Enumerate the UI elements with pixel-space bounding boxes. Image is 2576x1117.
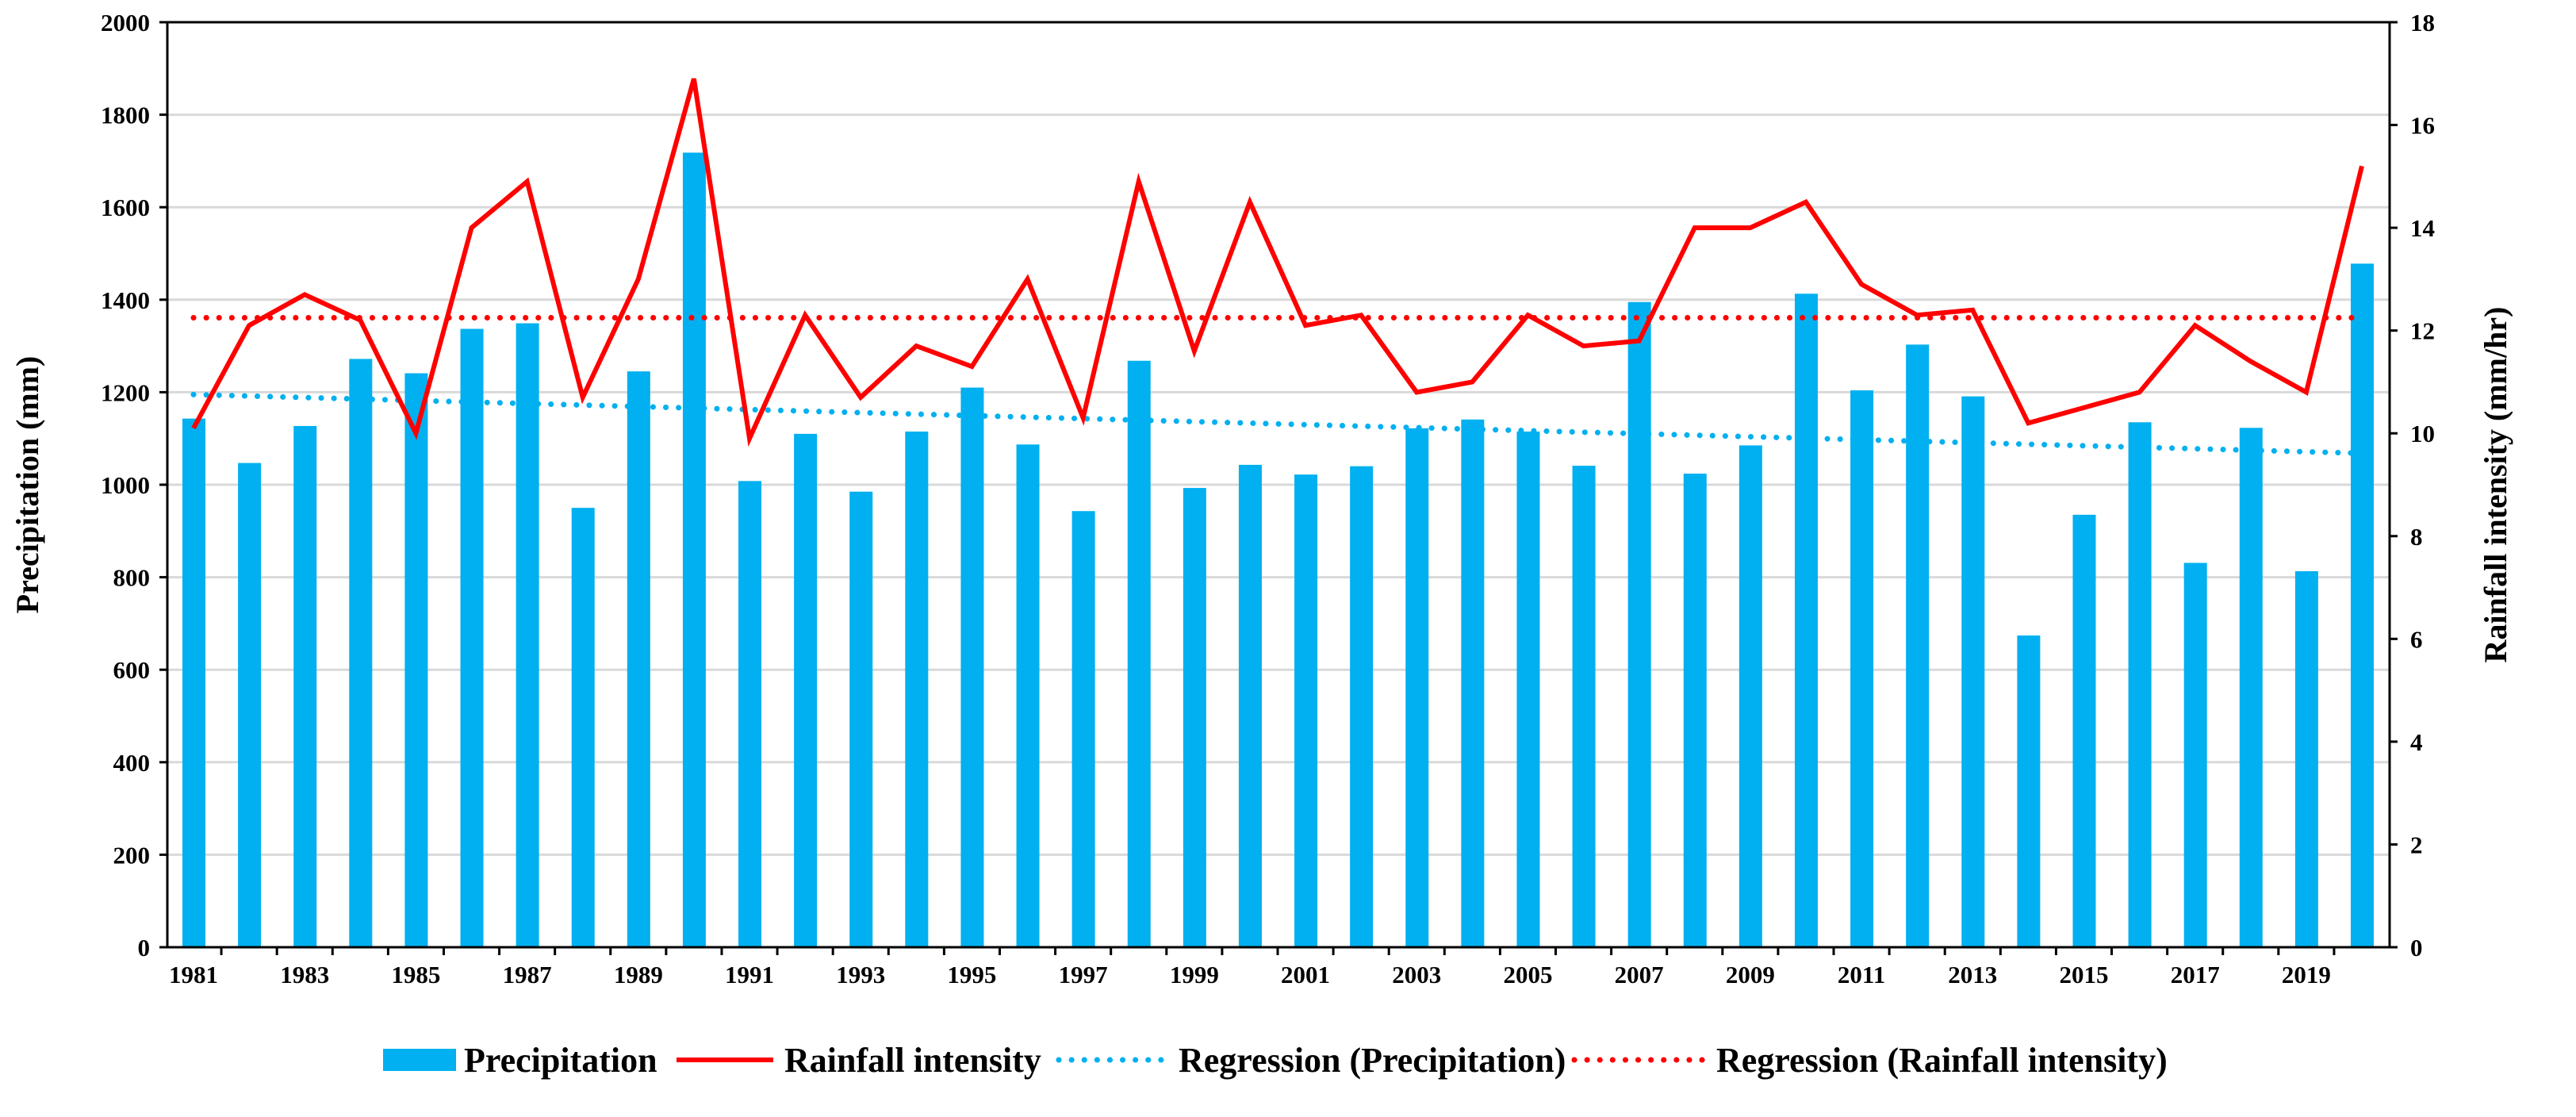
x-tick-label: 2017 [2171, 961, 2220, 988]
x-tick-label: 1987 [503, 961, 552, 988]
bar-precipitation [627, 371, 650, 947]
x-tick-label: 2015 [2059, 961, 2108, 988]
bar-precipitation [1071, 511, 1095, 947]
legend-label-regression-precipitation: Regression (Precipitation) [1179, 1041, 1566, 1080]
y-tick-label: 1400 [101, 286, 150, 314]
bar-precipitation [2294, 571, 2318, 947]
x-tick-label: 2007 [1615, 961, 1664, 988]
y-tick-label: 1000 [101, 471, 150, 499]
bar-precipitation [460, 328, 484, 947]
y2-tick-label: 12 [2410, 317, 2435, 345]
y-tick-label: 0 [138, 934, 151, 962]
x-tick-label: 1991 [725, 961, 774, 988]
bar-precipitation [349, 359, 373, 947]
x-tick-label: 1985 [391, 961, 440, 988]
bar-precipitation [2072, 514, 2096, 947]
bar-precipitation [1738, 445, 1762, 947]
bar-precipitation [516, 323, 539, 948]
x-tick-label: 2003 [1392, 961, 1441, 988]
bar-precipitation [571, 508, 595, 947]
bar-precipitation [2239, 428, 2263, 947]
bar-precipitation [1516, 431, 1540, 947]
bar-precipitation [738, 481, 762, 947]
x-tick-label: 2005 [1503, 961, 1552, 988]
bar-precipitation [1683, 474, 1707, 947]
y2-axis-title: Rainfall intensity (mm/hr) [2478, 307, 2513, 663]
x-tick-label: 1999 [1170, 961, 1219, 988]
bar-precipitation [682, 152, 706, 947]
bar-precipitation [1627, 301, 1651, 948]
bar-precipitation [2017, 635, 2041, 947]
bar-precipitation [1850, 390, 1874, 947]
y2-tick-label: 6 [2410, 625, 2423, 653]
y2-tick-label: 10 [2410, 420, 2435, 447]
x-tick-label: 1993 [836, 961, 885, 988]
regression-precipitation-line [190, 391, 2365, 456]
legend-label-rainfall-intensity: Rainfall intensity [784, 1041, 1041, 1080]
y2-tick-label: 16 [2410, 112, 2435, 140]
x-tick-label: 1981 [169, 961, 218, 988]
bar-precipitation [2183, 562, 2207, 947]
bar-precipitation [1238, 464, 1262, 947]
legend-label-regression-rainfall-intensity: Regression (Rainfall intensity) [1716, 1041, 2168, 1080]
legend-swatch-precipitation [383, 1049, 456, 1071]
lines [190, 78, 2365, 456]
bar-precipitation [905, 431, 929, 947]
y-tick-label: 200 [113, 841, 151, 869]
x-tick-label: 2009 [1726, 961, 1775, 988]
y2-tick-label: 8 [2410, 523, 2423, 551]
bar-precipitation [1461, 419, 1485, 947]
x-tick-label: 1997 [1059, 961, 1108, 988]
bar-precipitation [1350, 466, 1374, 947]
y-tick-label: 600 [113, 656, 151, 684]
y-tick-label: 2000 [101, 9, 150, 36]
bar-precipitation [2128, 422, 2152, 947]
precipitation-bars [182, 152, 2374, 948]
y-tick-label: 400 [113, 749, 151, 777]
bar-precipitation [1127, 360, 1151, 948]
bar-precipitation [238, 463, 262, 947]
bar-precipitation [1183, 488, 1206, 947]
bar-precipitation [182, 418, 205, 947]
y-tick-label: 1200 [101, 378, 150, 406]
x-tick-label: 1995 [947, 961, 996, 988]
bar-precipitation [1016, 444, 1040, 947]
y2-tick-label: 14 [2410, 214, 2435, 242]
y-tick-label: 1600 [101, 194, 150, 221]
bar-precipitation [1961, 396, 1985, 948]
y2-tick-label: 4 [2410, 728, 2423, 756]
rainfall-intensity-line [191, 78, 2364, 447]
y-axis-title: Precipitation (mm) [10, 356, 45, 614]
bar-precipitation [849, 491, 873, 947]
legend-label-precipitation: Precipitation [464, 1041, 657, 1080]
bar-precipitation [1405, 428, 1429, 947]
x-tick-label: 2013 [1948, 961, 1997, 988]
y2-tick-label: 0 [2410, 934, 2423, 962]
bar-precipitation [794, 433, 818, 947]
legend: Precipitation Rainfall intensity Regressio… [383, 1041, 2168, 1080]
x-tick-label: 2001 [1281, 961, 1330, 988]
y2-tick-label: 18 [2410, 9, 2435, 36]
y2-tick-label: 2 [2410, 831, 2423, 858]
axes: 0 200 400 600 800 1000 1200 1400 1600 1800 2000 0 2 4… [101, 9, 2435, 988]
bar-precipitation [1794, 294, 1818, 947]
bar-precipitation [1294, 474, 1318, 947]
x-tick-label: 1983 [280, 961, 329, 988]
bar-precipitation [1906, 344, 1930, 947]
x-tick-label: 2011 [1838, 961, 1885, 988]
x-tick-label: 1989 [614, 961, 663, 988]
bar-precipitation [2351, 263, 2374, 947]
bar-precipitation [404, 373, 428, 947]
x-tick-label: 2019 [2282, 961, 2331, 988]
y-tick-label: 800 [113, 564, 151, 592]
gridlines [167, 113, 2390, 856]
bar-precipitation [293, 425, 317, 947]
bar-precipitation [960, 387, 984, 947]
y-tick-label: 1800 [101, 102, 150, 129]
bar-precipitation [1572, 466, 1596, 947]
